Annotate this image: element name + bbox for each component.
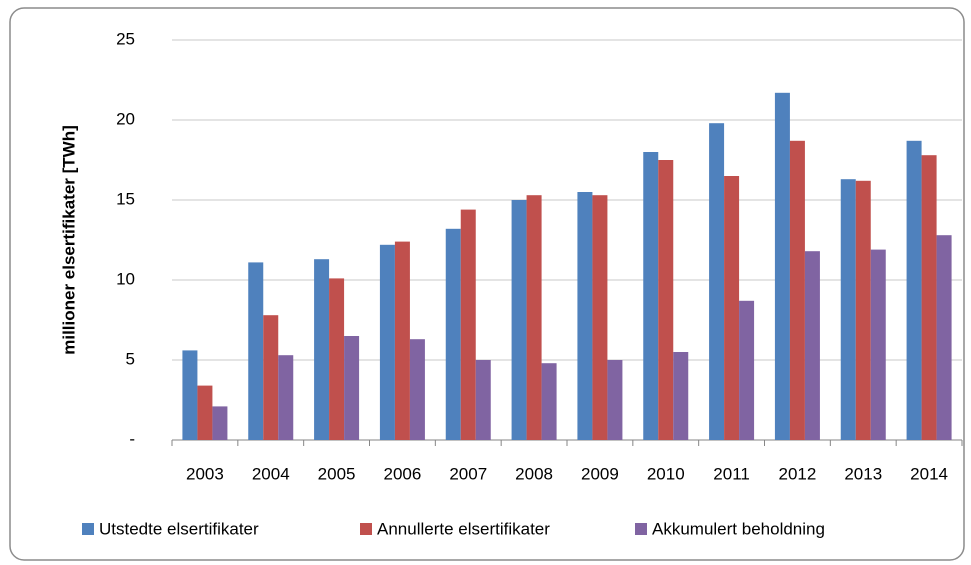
y-tick-label: 25: [116, 29, 135, 48]
bar: [804, 251, 820, 440]
bar: [870, 249, 886, 440]
bar: [592, 195, 608, 440]
bar: [673, 352, 689, 440]
bar: [409, 339, 425, 440]
x-tick-label: 2013: [844, 464, 882, 483]
bar: [607, 360, 623, 440]
bar: [475, 360, 491, 440]
bar: [511, 200, 527, 440]
x-tick-label: 2007: [449, 464, 487, 483]
legend-label: Annullerte elsertifikater: [377, 519, 550, 538]
y-axis-label: millioner elsertifikater [TWh]: [59, 125, 78, 355]
bar: [314, 259, 330, 440]
bar: [936, 235, 952, 440]
legend-swatch: [635, 523, 647, 535]
bar: [212, 406, 228, 440]
bar: [709, 123, 725, 440]
bar: [577, 192, 593, 440]
bar: [329, 278, 345, 440]
x-tick-label: 2008: [515, 464, 553, 483]
x-tick-label: 2009: [581, 464, 619, 483]
bar: [197, 385, 213, 440]
x-tick-label: 2011: [713, 464, 750, 483]
x-tick-label: 2014: [910, 464, 948, 483]
x-tick-label: 2012: [779, 464, 817, 483]
x-tick-label: 2005: [318, 464, 356, 483]
x-tick-label: 2004: [252, 464, 290, 483]
y-tick-label: 20: [116, 109, 135, 128]
bar: [840, 179, 856, 440]
bar: [658, 160, 674, 440]
y-tick-label: 10: [116, 269, 135, 288]
bar: [724, 176, 740, 440]
bar: [344, 336, 360, 440]
legend-swatch: [360, 523, 372, 535]
legend-label: Akkumulert beholdning: [652, 519, 825, 538]
bar: [526, 195, 542, 440]
bar: [182, 350, 198, 440]
bar: [278, 355, 294, 440]
y-tick-label: 5: [126, 349, 135, 368]
bar: [263, 315, 279, 440]
x-tick-label: 2006: [384, 464, 422, 483]
bar: [774, 92, 790, 441]
bar: [445, 228, 461, 440]
bar: [394, 241, 410, 440]
bar: [739, 300, 755, 440]
y-tick-label: -: [129, 429, 135, 448]
x-tick-label: 2003: [186, 464, 224, 483]
bar: [855, 180, 871, 441]
bar: [789, 140, 805, 441]
bar: [379, 244, 395, 440]
bar: [906, 140, 922, 441]
bar: [921, 155, 937, 440]
bar: [643, 152, 659, 440]
legend-swatch: [82, 523, 94, 535]
bar: [541, 363, 557, 440]
bar: [248, 262, 264, 440]
x-tick-label: 2010: [647, 464, 685, 483]
bar: [460, 209, 476, 440]
legend-label: Utstedte elsertifikater: [99, 519, 259, 538]
y-tick-label: 15: [116, 189, 135, 208]
